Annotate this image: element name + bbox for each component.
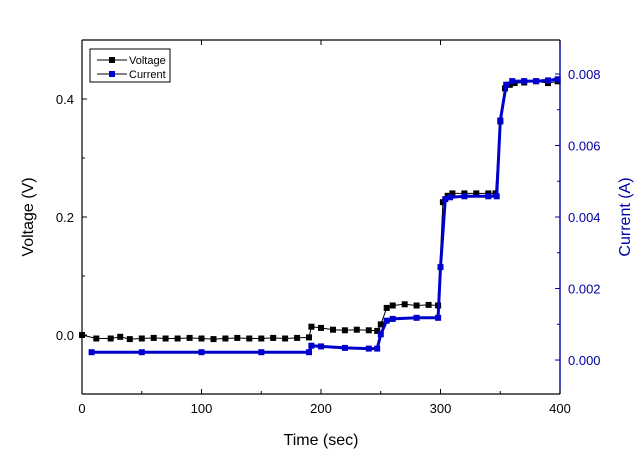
voltage-point bbox=[150, 334, 157, 341]
voltage-point bbox=[341, 327, 348, 334]
plot-area bbox=[82, 40, 560, 394]
voltage-point bbox=[210, 336, 217, 343]
voltage-point bbox=[107, 335, 114, 342]
legend-current-marker bbox=[109, 71, 115, 77]
y-right-axis-title: Current (A) bbox=[617, 177, 634, 256]
voltage-point bbox=[186, 334, 193, 341]
voltage-point bbox=[308, 323, 315, 330]
voltage-point bbox=[318, 324, 324, 331]
voltage-point bbox=[425, 301, 432, 308]
current-point bbox=[365, 345, 372, 352]
current-point bbox=[435, 314, 442, 321]
voltage-point bbox=[270, 334, 277, 341]
y-right-tick-label: 0.002 bbox=[568, 282, 601, 297]
x-axis-title: Time (sec) bbox=[284, 432, 359, 449]
y-left-axis-title: Voltage (V) bbox=[20, 177, 37, 256]
current-point bbox=[437, 264, 444, 271]
voltage-point bbox=[294, 334, 301, 341]
current-point bbox=[138, 349, 145, 356]
voltage-point bbox=[377, 321, 384, 328]
legend-current-label: Current bbox=[129, 69, 166, 81]
x-tick-label: 400 bbox=[549, 401, 571, 416]
current-point bbox=[389, 315, 396, 322]
current-point bbox=[497, 117, 504, 124]
voltage-point bbox=[365, 327, 372, 334]
voltage-point bbox=[246, 335, 253, 342]
voltage-point bbox=[198, 335, 205, 342]
voltage-point bbox=[330, 326, 336, 333]
current-point bbox=[493, 193, 500, 200]
voltage-point bbox=[117, 333, 124, 340]
voltage-point bbox=[506, 81, 513, 88]
voltage-point bbox=[138, 335, 145, 342]
voltage-point bbox=[162, 335, 169, 342]
voltage-point bbox=[174, 335, 181, 342]
legend-voltage-label: Voltage bbox=[129, 55, 166, 67]
y-right-tick-label: 0.006 bbox=[568, 138, 601, 153]
current-point bbox=[447, 194, 454, 201]
y-left-tick-label: 0.4 bbox=[56, 92, 74, 107]
x-tick-label: 300 bbox=[430, 401, 452, 416]
voltage-point bbox=[258, 335, 265, 342]
current-point bbox=[442, 196, 449, 203]
voltage-point bbox=[222, 335, 229, 342]
y-left-tick-label: 0.2 bbox=[56, 210, 74, 225]
voltage-point bbox=[413, 302, 420, 309]
current-point bbox=[545, 77, 551, 84]
voltage-point bbox=[126, 336, 133, 343]
current-point bbox=[533, 78, 540, 85]
current-point bbox=[521, 78, 528, 85]
voltage-point bbox=[383, 304, 390, 311]
current-point bbox=[374, 345, 381, 352]
x-tick-label: 0 bbox=[78, 401, 85, 416]
current-point bbox=[198, 349, 205, 356]
current-point bbox=[461, 193, 468, 200]
current-point bbox=[88, 349, 95, 356]
current-point bbox=[554, 76, 561, 83]
voltage-point bbox=[473, 190, 480, 197]
voltage-point bbox=[374, 327, 381, 334]
current-point bbox=[308, 342, 315, 349]
current-point bbox=[258, 349, 265, 356]
y-right-tick-label: 0.008 bbox=[568, 67, 601, 82]
voltage-point bbox=[439, 199, 446, 206]
current-point bbox=[318, 343, 324, 350]
x-tick-label: 200 bbox=[310, 401, 332, 416]
current-point bbox=[509, 78, 516, 85]
current-point bbox=[306, 349, 312, 356]
current-point bbox=[485, 193, 492, 200]
legend-box bbox=[89, 48, 171, 83]
voltage-point bbox=[234, 334, 241, 341]
current-point bbox=[413, 314, 420, 321]
voltage-point bbox=[282, 335, 289, 342]
voltage-point bbox=[389, 302, 396, 309]
y-left-tick-label: 0.0 bbox=[56, 328, 74, 343]
voltage-point bbox=[93, 335, 100, 342]
legend: Voltage Current bbox=[89, 48, 171, 83]
voltage-point bbox=[306, 334, 312, 341]
y-right-tick-label: 0.000 bbox=[568, 353, 601, 368]
current-point bbox=[341, 344, 348, 351]
current-point bbox=[383, 317, 390, 324]
current-point bbox=[377, 331, 384, 338]
x-tick-label: 100 bbox=[191, 401, 213, 416]
y-right-tick-label: 0.004 bbox=[568, 210, 601, 225]
voltage-point bbox=[353, 326, 360, 333]
legend-voltage-marker bbox=[109, 57, 115, 63]
current-point bbox=[503, 81, 510, 88]
voltage-point bbox=[401, 301, 408, 308]
voltage-point bbox=[449, 190, 456, 197]
